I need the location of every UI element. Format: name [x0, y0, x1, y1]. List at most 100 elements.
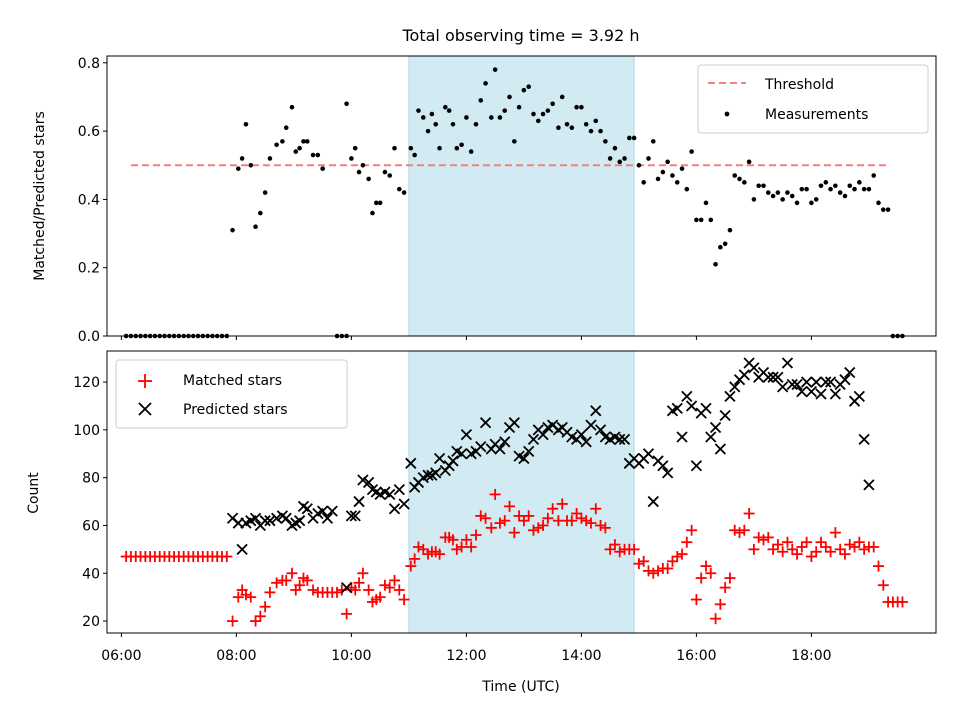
measurement-point	[531, 111, 536, 117]
predicted-star-point	[293, 515, 306, 527]
measurement-point	[598, 128, 603, 134]
observing-window-shade	[408, 55, 635, 337]
matched-star-point	[504, 500, 516, 512]
predicted-star-point	[719, 409, 731, 422]
measurement-point	[660, 169, 666, 175]
measurement-point	[305, 139, 310, 144]
x-tick-label: 18:00	[791, 648, 831, 664]
measurement-point	[727, 227, 733, 233]
measurement-point	[737, 176, 742, 182]
predicted-star-point	[805, 385, 818, 398]
measurement-point	[429, 111, 435, 117]
matched-star-point	[628, 543, 640, 555]
predicted-star-point	[349, 510, 361, 522]
measurement-point	[866, 186, 872, 192]
predicted-star-point	[316, 505, 329, 517]
measurement-point	[871, 173, 877, 178]
measurement-point	[593, 118, 599, 124]
predicted-star-point	[796, 385, 808, 398]
matched-star-point	[801, 536, 813, 548]
measurement-point	[370, 210, 375, 216]
matched-star-point	[652, 565, 664, 577]
y-tick-label: 0.0	[78, 329, 100, 345]
predicted-star-point	[786, 378, 798, 391]
measurement-point	[694, 217, 699, 223]
measurement-point	[274, 142, 279, 148]
matched-star-point	[556, 498, 568, 510]
matched-star-point	[877, 579, 889, 591]
predicted-star-point	[729, 381, 741, 393]
matched-star-point	[647, 567, 659, 579]
predicted-star-point	[580, 436, 592, 448]
measurement-point	[880, 207, 886, 212]
measurement-point	[248, 162, 254, 168]
matched-legend-label: Matched stars	[183, 373, 282, 389]
measurement-point	[622, 156, 627, 161]
predicted-star-point	[455, 448, 468, 460]
predicted-star-point	[353, 495, 365, 508]
measurement-point	[765, 190, 771, 195]
matched-star-point	[791, 548, 803, 560]
count-plot-area	[120, 357, 908, 627]
matched-star-point	[465, 541, 477, 553]
predicted-star-point	[479, 417, 492, 429]
measurement-point	[809, 200, 814, 206]
matched-star-point	[829, 527, 841, 539]
matched-star-point	[781, 536, 793, 548]
matched-star-point	[724, 572, 736, 584]
measurement-point	[446, 108, 452, 113]
matched-star-point	[738, 524, 750, 536]
matched-star-point	[489, 488, 501, 500]
x-tick-label: 06:00	[101, 648, 141, 664]
matched-star-point	[796, 541, 808, 553]
matched-star-point	[259, 601, 271, 613]
measurement-point	[483, 81, 488, 86]
measurement-point	[468, 149, 474, 154]
predicted-star-point	[614, 433, 626, 446]
predicted-star-point	[800, 376, 813, 388]
predicted-star-point	[594, 424, 607, 436]
matched-star-point	[896, 596, 908, 608]
matched-star-point	[451, 543, 463, 555]
measurement-point	[732, 173, 738, 178]
predicted-star-point	[853, 390, 865, 403]
predicted-star-point	[762, 371, 774, 383]
matched-star-point	[513, 510, 525, 522]
matched-star-point	[398, 594, 410, 606]
predicted-star-point	[270, 512, 283, 524]
measurement-point	[574, 104, 579, 110]
matched-star-point	[585, 517, 597, 529]
measurement-point	[833, 183, 838, 189]
measurement-point	[310, 152, 316, 158]
measurement-point	[799, 186, 805, 192]
matched-star-point	[485, 522, 497, 534]
matched-star-point	[508, 527, 520, 539]
matched-star-point	[499, 515, 511, 527]
matched-star-point	[805, 551, 817, 563]
measurements-legend-label: Measurements	[765, 107, 868, 123]
count-x-axis: 06:00 08:00 10:00 12:00 14:00 16:00 18:00	[101, 633, 832, 664]
measurement-point	[756, 183, 761, 189]
matched-legend-swatch	[138, 374, 152, 388]
measurement-point	[631, 135, 637, 141]
measurement-point	[564, 121, 570, 127]
predicted-star-point	[475, 440, 487, 453]
ratio-panel: 0.00.20.40.60.8 Matched/Predicted stars …	[32, 55, 937, 345]
matched-star-point	[753, 531, 765, 543]
measurement-point	[235, 166, 241, 171]
matched-star-point	[527, 524, 539, 536]
matched-star-point	[470, 529, 482, 541]
matched-star-point	[363, 584, 375, 596]
predicted-star-point	[398, 498, 410, 510]
count-legend-box	[115, 359, 348, 429]
matched-star-point	[743, 508, 755, 520]
measurement-point	[433, 121, 439, 127]
measurement-point	[412, 152, 417, 158]
measurement-point	[794, 200, 800, 206]
predicted-star-point	[405, 457, 417, 469]
predicted-star-point	[671, 402, 683, 414]
predicted-star-point	[301, 503, 313, 515]
predicted-star-point	[767, 371, 779, 383]
measurement-point	[420, 115, 426, 120]
